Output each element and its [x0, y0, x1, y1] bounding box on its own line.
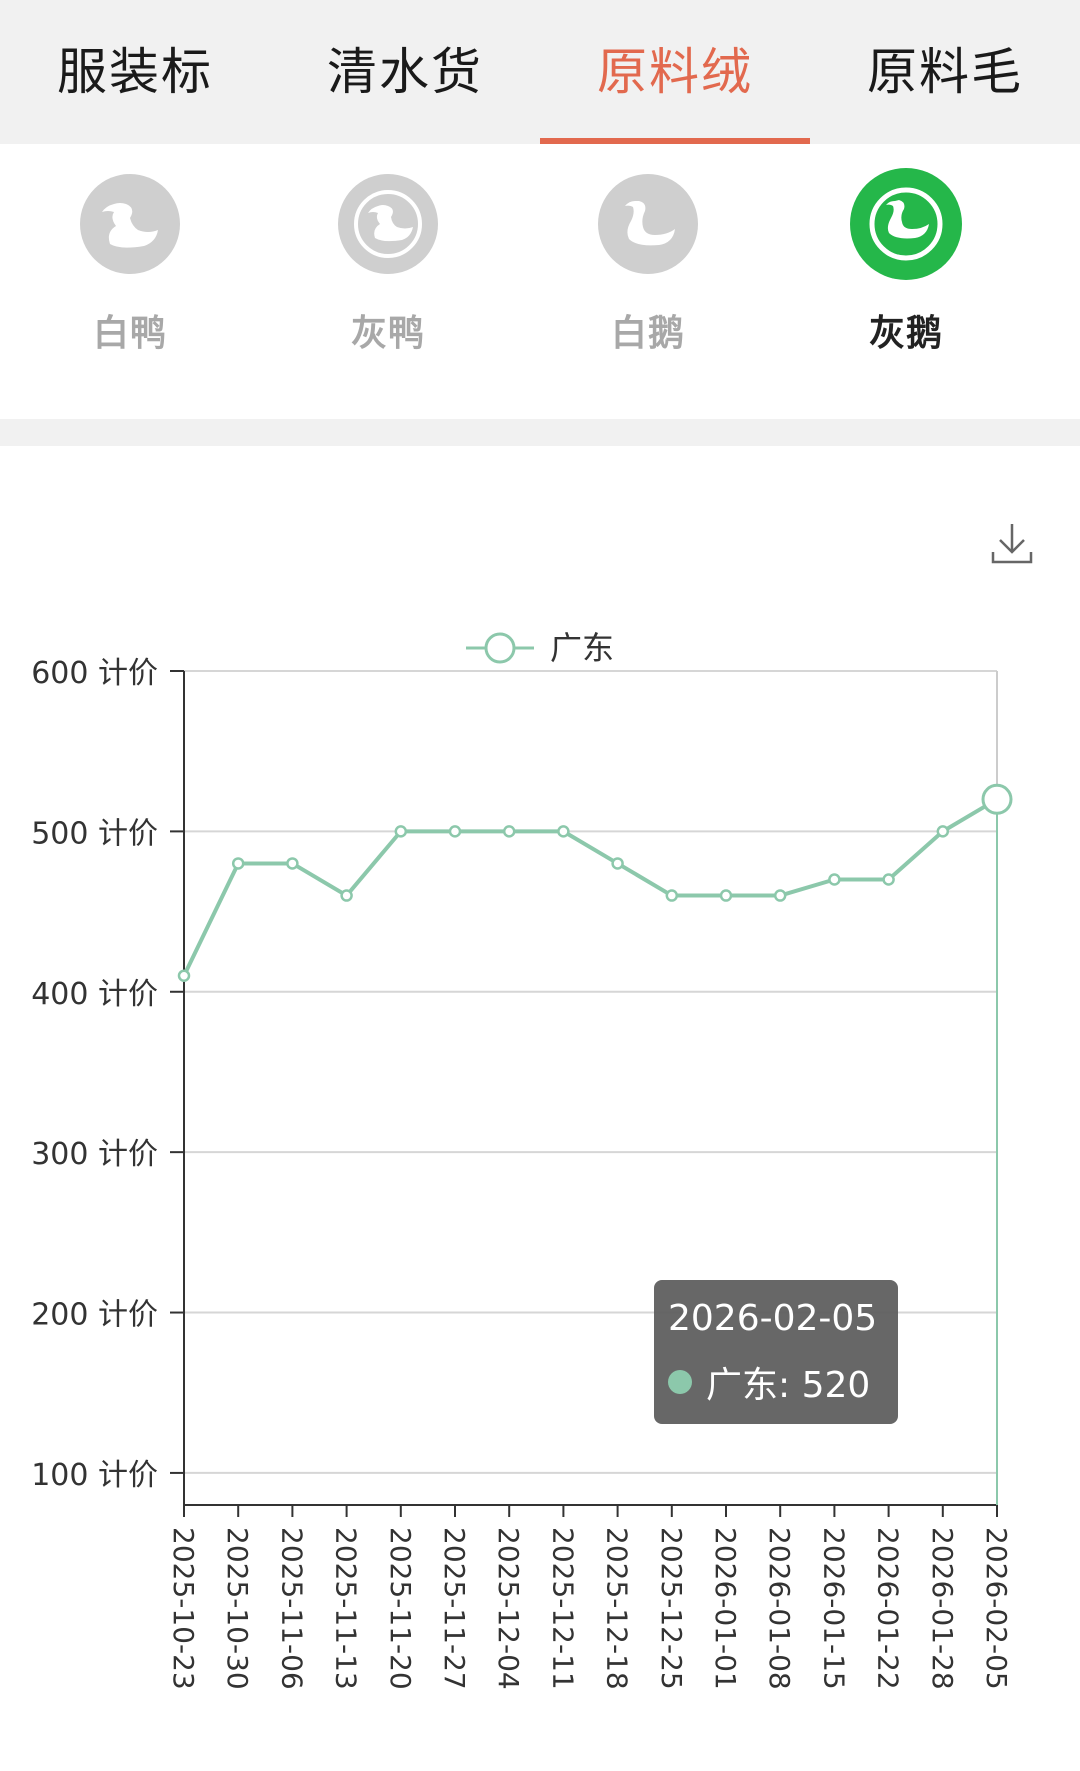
data-point [340, 889, 353, 902]
x-tick-label: 2025-11-20 [384, 1527, 417, 1690]
tooltip-series-marker [668, 1370, 692, 1394]
data-point [611, 857, 624, 870]
category-white-duck[interactable]: 白鸭 [30, 174, 230, 356]
x-tick-label: 2026-02-05 [980, 1527, 1013, 1690]
chart-tooltip: 2026-02-05 广东: 520 [654, 1280, 898, 1424]
tab-washed-goods[interactable]: 清水货 [327, 43, 483, 101]
category-grey-goose[interactable]: 灰鹅 [806, 168, 1006, 356]
x-tick-label: 2025-11-06 [275, 1527, 308, 1690]
x-tick-label: 2026-01-28 [926, 1527, 959, 1690]
tab-raw-feather[interactable]: 原料毛 [867, 43, 1023, 101]
category-label: 白鹅 [610, 313, 685, 354]
x-tick-label: 2025-11-13 [330, 1527, 363, 1690]
tooltip-series-row: 广东: 520 [668, 1356, 870, 1408]
section-divider [0, 419, 1080, 446]
y-tick-label: 600 计价 [31, 656, 158, 691]
series-line-guangdong [182, 797, 999, 977]
x-tick-label: 2025-10-30 [221, 1527, 254, 1690]
category-grey-duck[interactable]: 灰鸭 [288, 174, 488, 356]
x-tick-label: 2025-12-25 [655, 1527, 688, 1690]
goose-icon [598, 174, 698, 274]
price-line-chart: 100 计价 200 计价 300 计价 400 计价 500 计价 600 计价 2025… [31, 629, 1013, 1690]
x-tick-label: 2026-01-08 [763, 1527, 796, 1690]
category-label: 白鸭 [92, 313, 167, 354]
data-point [448, 825, 462, 838]
category-label: 灰鸭 [350, 313, 425, 354]
y-tick-label: 200 计价 [31, 1298, 158, 1333]
data-point [231, 857, 245, 870]
tab-clothing-label[interactable]: 服装标 [57, 43, 213, 101]
download-icon[interactable] [990, 522, 1034, 566]
goose-icon [850, 168, 962, 280]
data-point [773, 889, 787, 902]
data-point [557, 825, 570, 838]
tooltip-date: 2026-02-05 [668, 1298, 878, 1339]
legend-marker [484, 632, 516, 664]
duck-icon [338, 174, 438, 274]
data-point [665, 889, 679, 902]
data-point [828, 873, 841, 886]
x-tick-label: 2025-10-23 [167, 1527, 200, 1690]
y-tick-label: 500 计价 [31, 816, 158, 851]
x-tick-label: 2025-11-27 [438, 1527, 471, 1690]
data-point [286, 857, 299, 870]
data-point [882, 873, 895, 886]
tab-raw-down-label: 原料绒 [597, 43, 753, 101]
x-tick-label: 2026-01-15 [817, 1527, 850, 1690]
tooltip-value: 广东: 520 [706, 1365, 871, 1406]
data-point [981, 783, 1013, 815]
data-point [394, 825, 408, 838]
data-point [719, 889, 733, 902]
duck-icon [80, 174, 180, 274]
data-point [936, 825, 950, 838]
x-tick-label: 2026-01-01 [709, 1527, 742, 1690]
y-tick-label: 100 计价 [31, 1458, 158, 1493]
category-white-goose[interactable]: 白鹅 [548, 174, 748, 356]
category-label: 灰鹅 [868, 313, 943, 354]
x-tick-label: 2025-12-11 [546, 1527, 579, 1690]
y-tick-label: 400 计价 [31, 977, 158, 1012]
tab-raw-down[interactable]: 原料绒 [540, 0, 810, 144]
y-tick-label: 300 计价 [31, 1137, 158, 1172]
x-tick-label: 2025-12-04 [492, 1527, 525, 1690]
category-selector: 白鸭 灰鸭 白鹅 灰鹅 [0, 144, 1080, 419]
active-tab-underline [540, 138, 810, 144]
x-tick-label: 2026-01-22 [872, 1527, 905, 1690]
legend-label: 广东 [550, 629, 614, 667]
data-point [502, 825, 516, 838]
x-tick-label: 2025-12-18 [601, 1527, 634, 1690]
top-tab-bar: 服装标 清水货 原料绒 原料毛 [0, 0, 1080, 144]
data-point [177, 969, 191, 982]
